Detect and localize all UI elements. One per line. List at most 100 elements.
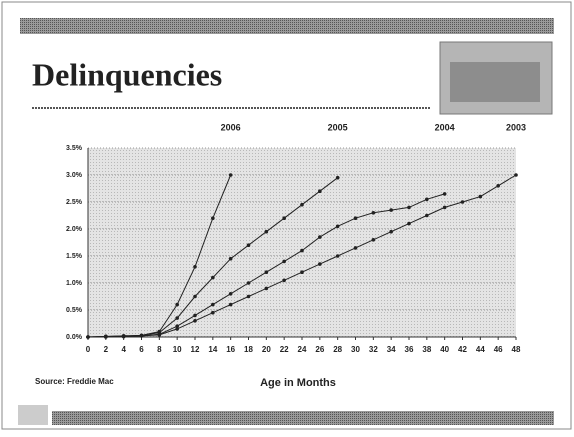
point bbox=[265, 287, 269, 291]
point bbox=[389, 208, 393, 212]
point bbox=[193, 314, 197, 318]
y-tick-label: 3.5% bbox=[66, 145, 83, 152]
series-label: 2006 bbox=[221, 122, 241, 132]
point bbox=[372, 211, 376, 215]
point bbox=[318, 262, 322, 266]
series-label: 2004 bbox=[435, 122, 455, 132]
point bbox=[496, 184, 500, 188]
plot-area bbox=[88, 148, 516, 337]
series-label: 2005 bbox=[328, 122, 348, 132]
point bbox=[193, 295, 197, 299]
point bbox=[389, 230, 393, 234]
point bbox=[407, 222, 411, 226]
point bbox=[425, 198, 429, 202]
point bbox=[443, 206, 447, 210]
source-note: Source: Freddie Mac bbox=[35, 377, 114, 386]
x-tick-label: 4 bbox=[121, 345, 126, 354]
point bbox=[265, 270, 269, 274]
header-bar bbox=[20, 18, 554, 34]
x-tick-label: 2 bbox=[104, 345, 109, 354]
point bbox=[300, 270, 304, 274]
point bbox=[354, 216, 358, 220]
x-tick-label: 30 bbox=[351, 345, 360, 354]
x-tick-label: 0 bbox=[86, 345, 91, 354]
photo-building bbox=[450, 62, 540, 102]
point bbox=[140, 334, 144, 338]
point bbox=[229, 173, 233, 177]
x-tick-label: 14 bbox=[208, 345, 217, 354]
point bbox=[336, 225, 340, 229]
point bbox=[175, 316, 179, 320]
x-tick-label: 10 bbox=[173, 345, 182, 354]
x-tick-label: 24 bbox=[298, 345, 307, 354]
point bbox=[211, 303, 215, 307]
point bbox=[336, 176, 340, 180]
point bbox=[229, 292, 233, 296]
x-tick-label: 8 bbox=[157, 345, 162, 354]
y-tick-label: 3.0% bbox=[66, 172, 83, 179]
point bbox=[211, 311, 215, 315]
point bbox=[479, 195, 483, 199]
x-tick-label: 32 bbox=[369, 345, 378, 354]
point bbox=[372, 238, 376, 242]
x-tick-label: 12 bbox=[191, 345, 200, 354]
x-tick-label: 22 bbox=[280, 345, 289, 354]
y-tick-label: 1.5% bbox=[66, 253, 83, 260]
point bbox=[407, 206, 411, 210]
x-axis-label: Age in Months bbox=[260, 377, 336, 389]
point bbox=[443, 192, 447, 196]
point bbox=[282, 216, 286, 220]
point bbox=[175, 327, 179, 331]
point bbox=[175, 303, 179, 307]
chart-title: Delinquencies bbox=[32, 56, 222, 92]
point bbox=[247, 281, 251, 285]
x-tick-label: 26 bbox=[315, 345, 324, 354]
point bbox=[122, 335, 126, 339]
point bbox=[211, 216, 215, 220]
point bbox=[86, 335, 90, 339]
point bbox=[211, 276, 215, 280]
logo bbox=[18, 405, 48, 425]
x-tick-label: 28 bbox=[333, 345, 342, 354]
x-tick-label: 16 bbox=[226, 345, 235, 354]
y-tick-label: 0.5% bbox=[66, 307, 83, 314]
x-tick-label: 40 bbox=[440, 345, 449, 354]
point bbox=[461, 200, 465, 204]
y-tick-label: 2.5% bbox=[66, 199, 83, 206]
y-tick-label: 1.0% bbox=[66, 280, 83, 287]
series-label: 2003 bbox=[506, 122, 526, 132]
point bbox=[247, 295, 251, 299]
x-tick-label: 44 bbox=[476, 345, 485, 354]
page: Delinquencies Source: Freddie Mac Age in… bbox=[0, 0, 574, 437]
point bbox=[193, 319, 197, 323]
point bbox=[282, 260, 286, 264]
point bbox=[318, 189, 322, 193]
x-tick-label: 18 bbox=[244, 345, 253, 354]
point bbox=[336, 254, 340, 258]
point bbox=[193, 265, 197, 269]
point bbox=[265, 230, 269, 234]
point bbox=[158, 333, 162, 337]
point bbox=[514, 173, 518, 177]
footer-bar bbox=[52, 411, 554, 425]
point bbox=[318, 235, 322, 239]
x-tick-label: 20 bbox=[262, 345, 271, 354]
x-tick-label: 34 bbox=[387, 345, 396, 354]
point bbox=[247, 243, 251, 247]
x-tick-label: 6 bbox=[139, 345, 144, 354]
point bbox=[300, 249, 304, 253]
point bbox=[104, 335, 108, 339]
x-tick-label: 36 bbox=[405, 345, 414, 354]
point bbox=[229, 303, 233, 307]
x-tick-label: 42 bbox=[458, 345, 467, 354]
point bbox=[300, 203, 304, 207]
point bbox=[354, 246, 358, 250]
point bbox=[282, 279, 286, 283]
x-tick-label: 38 bbox=[422, 345, 431, 354]
x-tick-label: 48 bbox=[512, 345, 521, 354]
point bbox=[229, 257, 233, 261]
x-tick-label: 46 bbox=[494, 345, 503, 354]
y-tick-label: 0.0% bbox=[66, 334, 83, 341]
slide: Delinquencies Source: Freddie Mac Age in… bbox=[0, 0, 574, 432]
point bbox=[425, 214, 429, 218]
